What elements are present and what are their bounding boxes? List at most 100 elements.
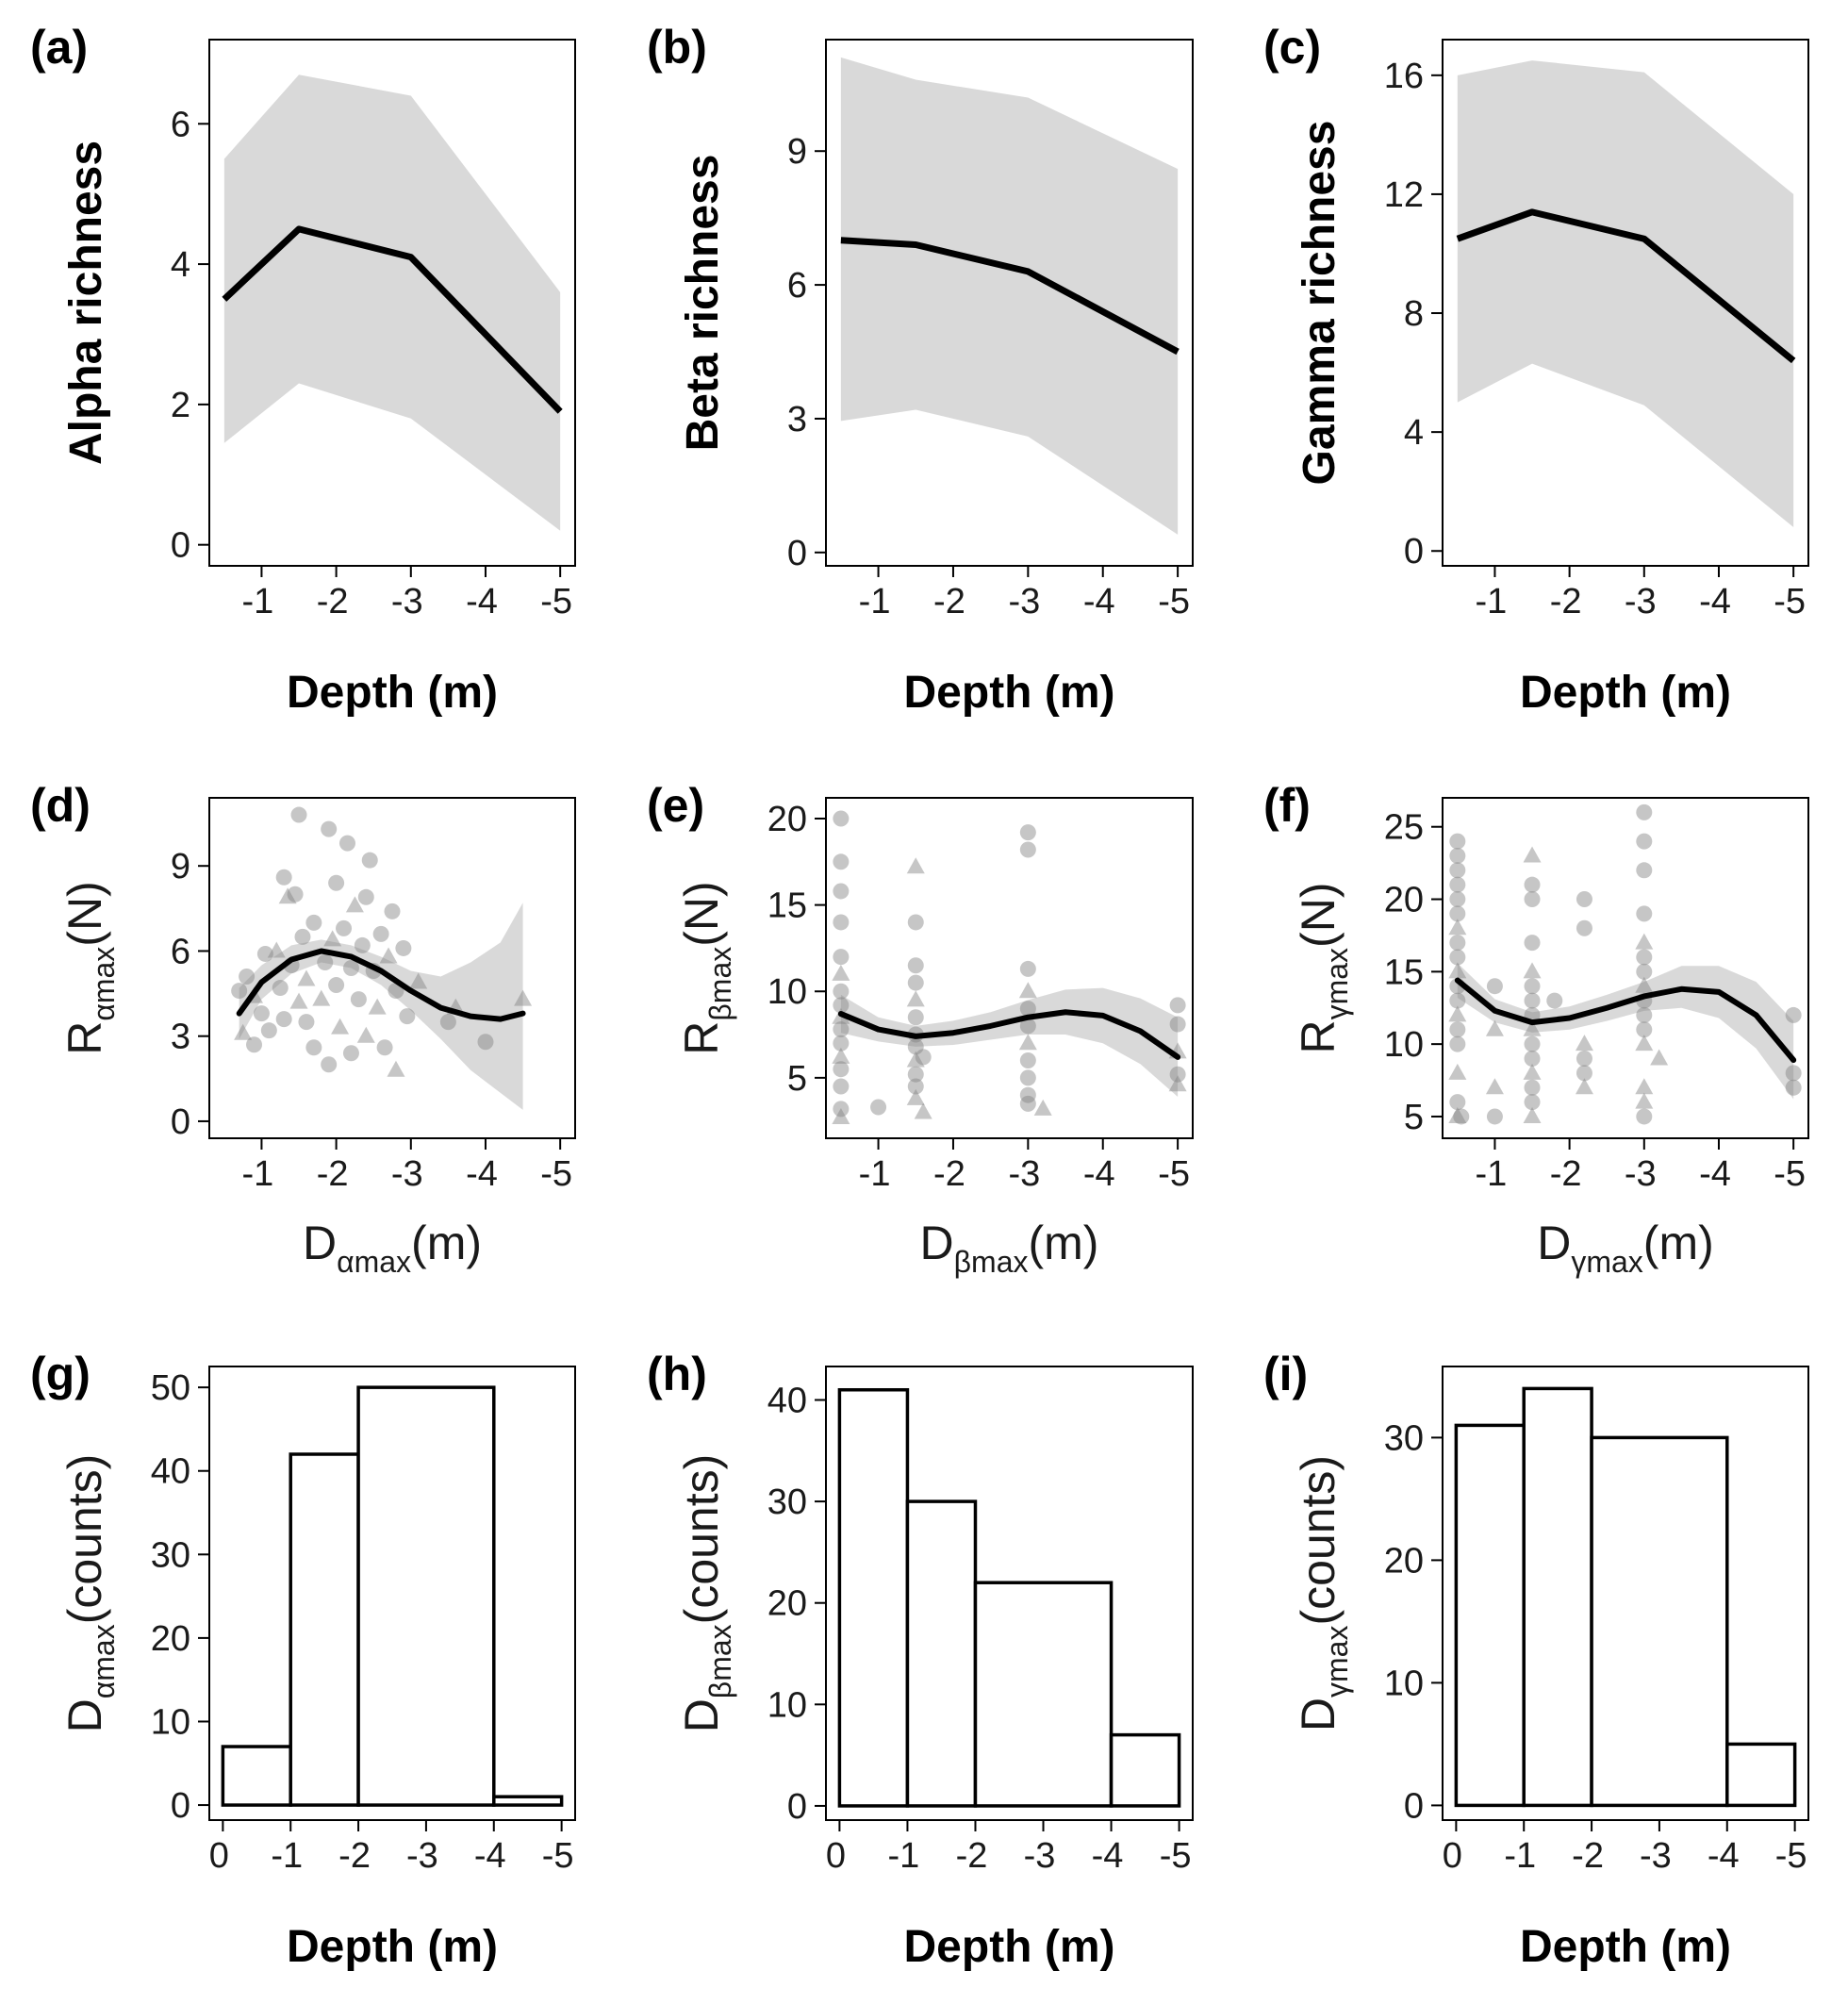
y-tick-label: 0 — [1404, 1786, 1424, 1826]
y-tick-label: 12 — [1384, 175, 1424, 215]
data-point-triangle — [1485, 1078, 1504, 1095]
fit-line — [236, 948, 526, 1022]
plot-frame — [825, 797, 1194, 1139]
data-point-circle — [305, 914, 322, 931]
x-axis-title-sub: αmax — [337, 1245, 411, 1279]
x-tick-label: -5 — [1774, 582, 1806, 621]
data-point-triangle — [323, 930, 342, 947]
panel-label: (a) — [30, 21, 88, 74]
y-tick-label: 2 — [171, 386, 190, 425]
data-point-circle — [907, 1038, 924, 1055]
data-point-triangle — [1635, 1035, 1654, 1052]
y-axis-title-unit: (N) — [1292, 883, 1345, 948]
y-axis-title-sub: αmax — [87, 1624, 121, 1698]
data-point-circle — [342, 1045, 359, 1062]
data-point-circle — [1449, 1094, 1466, 1111]
data-point-circle — [1636, 963, 1653, 980]
data-point-circle — [1636, 862, 1653, 879]
data-point-triangle — [1650, 1049, 1669, 1066]
data-point-circle — [1636, 1021, 1653, 1038]
y-tick-label: 4 — [171, 245, 190, 285]
y-axis-title-sub: βmax — [703, 1624, 737, 1698]
y-tick-label: 0 — [787, 1787, 807, 1827]
data-point-circle — [1449, 905, 1466, 922]
data-point-circle — [833, 1021, 850, 1038]
panel-a: (a) -1 -2 -3 -4 -5 0 2 4 6 Depth (m) Alpha richness — [30, 21, 576, 718]
panel-label: (d) — [30, 779, 91, 832]
mean-line — [840, 237, 1180, 356]
histogram-bar — [289, 1452, 360, 1807]
data-point-circle — [1524, 891, 1541, 908]
data-point-triangle — [409, 972, 428, 989]
x-tick-label: -4 — [1083, 1154, 1115, 1194]
x-tick-label: -5 — [1774, 1154, 1806, 1194]
x-axis-title: Depth (m) — [904, 668, 1115, 718]
y-tick-label: 6 — [787, 266, 807, 306]
panel-label: (b) — [647, 21, 707, 74]
y-tick-label: 20 — [151, 1619, 190, 1659]
x-tick-label: -4 — [1708, 1836, 1740, 1876]
panel-c: (c) -1 -2 -3 -4 -5 0 4 8 12 16 Depth (m) Gamma richn… — [1263, 21, 1809, 718]
data-point-triangle — [1168, 1075, 1187, 1092]
y-tick-label: 3 — [787, 400, 807, 439]
data-point-triangle — [1448, 1106, 1467, 1123]
x-axis-title: Depth (m) — [904, 1922, 1115, 1972]
histogram-bar — [1522, 1386, 1593, 1808]
data-point-circle — [1524, 1035, 1541, 1052]
data-point-circle — [1169, 1016, 1186, 1033]
data-point-circle — [246, 1036, 263, 1053]
data-point-circle — [294, 928, 311, 945]
data-point-triangle — [387, 1060, 405, 1077]
y-tick-label: 20 — [1384, 1541, 1424, 1581]
y-tick-label: 30 — [767, 1482, 807, 1522]
data-point-circle — [272, 980, 289, 997]
data-point-triangle — [234, 1023, 253, 1040]
x-tick-label: -5 — [1158, 1154, 1190, 1194]
data-point-circle — [1449, 1035, 1466, 1052]
data-point-circle — [1019, 960, 1036, 977]
panel-label: (e) — [647, 779, 704, 832]
x-axis-title-unit: (m) — [1643, 1217, 1714, 1269]
panel-b: (b) -1 -2 -3 -4 -5 0 3 6 9 Depth (m) Beta richness — [647, 21, 1194, 718]
x-tick-label: -1 — [859, 582, 891, 621]
data-point-circle — [1524, 1051, 1541, 1068]
data-point-triangle — [1448, 1063, 1467, 1080]
x-tick-label: -4 — [1083, 582, 1115, 621]
data-point-triangle — [1635, 1078, 1654, 1095]
x-tick-label: -3 — [391, 1154, 423, 1194]
x-tick-label: 0 — [1443, 1836, 1462, 1876]
data-point-triangle — [832, 1108, 850, 1125]
y-axis-title: Dαmax(counts) — [58, 1454, 121, 1733]
data-point-circle — [1576, 1051, 1592, 1068]
data-point-triangle — [1635, 933, 1654, 950]
data-point-circle — [1636, 1108, 1653, 1125]
data-point-triangle — [1448, 962, 1467, 979]
x-axis-title-sub: βmax — [954, 1245, 1029, 1279]
data-point-circle — [1449, 891, 1466, 908]
data-point-circle — [833, 914, 850, 931]
data-point-circle — [1449, 847, 1466, 864]
data-point-triangle — [368, 998, 387, 1015]
histogram-bar — [905, 1499, 978, 1808]
data-point-circle — [1169, 1066, 1186, 1083]
histogram-bar — [1454, 1423, 1526, 1808]
data-point-circle — [1019, 1069, 1036, 1086]
y-axis-title-unit: (counts) — [58, 1454, 111, 1625]
y-tick-label: 0 — [171, 1786, 190, 1826]
plot-frame — [1442, 39, 1809, 567]
x-tick-label: -2 — [317, 1154, 349, 1194]
data-point-circle — [1576, 891, 1592, 908]
y-tick-label: 16 — [1384, 57, 1424, 96]
plot-frame — [1442, 797, 1809, 1139]
y-tick-label: 0 — [787, 534, 807, 573]
data-point-triangle — [356, 1026, 375, 1043]
confidence-band — [1457, 60, 1794, 528]
data-point-circle — [1449, 1021, 1466, 1038]
x-tick-label: -5 — [540, 582, 572, 621]
confidence-band — [223, 75, 561, 531]
x-tick-label: -2 — [933, 1154, 965, 1194]
data-point-circle — [317, 953, 334, 970]
data-point-circle — [1636, 905, 1653, 922]
plot-frame — [208, 39, 576, 567]
y-axis-title-main: D — [58, 1698, 111, 1732]
